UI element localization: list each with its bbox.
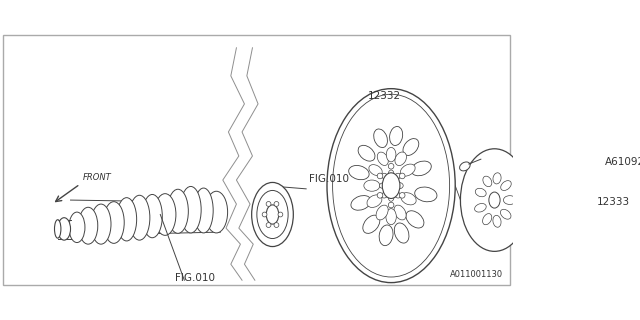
Ellipse shape [54, 220, 61, 238]
Circle shape [274, 202, 279, 206]
Ellipse shape [379, 225, 393, 246]
Ellipse shape [116, 198, 137, 241]
Circle shape [399, 173, 405, 179]
Circle shape [278, 212, 283, 217]
Ellipse shape [406, 211, 424, 228]
Ellipse shape [403, 139, 419, 156]
Ellipse shape [91, 204, 111, 244]
Ellipse shape [349, 165, 369, 180]
Ellipse shape [367, 195, 382, 207]
Ellipse shape [381, 173, 388, 180]
Ellipse shape [194, 188, 213, 233]
Circle shape [388, 202, 394, 208]
Ellipse shape [205, 191, 228, 233]
Circle shape [266, 223, 271, 228]
Circle shape [377, 193, 383, 198]
Text: A011001130: A011001130 [450, 270, 503, 279]
Ellipse shape [504, 196, 516, 204]
Ellipse shape [394, 205, 406, 220]
Ellipse shape [380, 183, 387, 188]
Ellipse shape [401, 193, 416, 205]
Ellipse shape [493, 215, 501, 227]
Ellipse shape [58, 218, 70, 240]
Circle shape [274, 223, 279, 228]
Text: 12332: 12332 [368, 92, 401, 101]
Circle shape [388, 164, 394, 169]
Ellipse shape [390, 126, 403, 146]
Ellipse shape [500, 209, 511, 219]
Ellipse shape [266, 205, 279, 224]
Ellipse shape [364, 180, 380, 191]
Circle shape [266, 202, 271, 206]
Ellipse shape [388, 193, 394, 201]
Ellipse shape [382, 173, 400, 198]
Ellipse shape [476, 188, 486, 197]
Ellipse shape [460, 162, 470, 171]
Ellipse shape [358, 145, 375, 161]
Ellipse shape [500, 180, 511, 190]
Text: FIG.010: FIG.010 [308, 174, 349, 184]
Ellipse shape [415, 187, 437, 202]
Ellipse shape [142, 195, 163, 238]
Ellipse shape [154, 194, 176, 235]
Ellipse shape [483, 176, 492, 187]
Ellipse shape [489, 192, 500, 208]
Ellipse shape [377, 152, 388, 165]
Ellipse shape [394, 191, 401, 198]
Ellipse shape [257, 190, 288, 238]
Ellipse shape [376, 205, 388, 220]
Ellipse shape [394, 173, 401, 180]
Text: FRONT: FRONT [83, 173, 111, 182]
Ellipse shape [79, 207, 98, 244]
Ellipse shape [475, 204, 486, 212]
Ellipse shape [104, 202, 124, 243]
Ellipse shape [411, 161, 431, 176]
Circle shape [377, 173, 383, 179]
Ellipse shape [387, 148, 396, 162]
Text: 12333: 12333 [597, 197, 630, 207]
Ellipse shape [363, 215, 380, 233]
Ellipse shape [69, 212, 85, 243]
Ellipse shape [351, 196, 371, 210]
Ellipse shape [168, 189, 188, 233]
Ellipse shape [374, 129, 387, 148]
Circle shape [399, 193, 405, 198]
Ellipse shape [327, 89, 455, 283]
Text: A61092: A61092 [605, 156, 640, 167]
Ellipse shape [460, 149, 529, 252]
Ellipse shape [493, 173, 501, 184]
Ellipse shape [388, 170, 394, 178]
Ellipse shape [394, 182, 403, 189]
Ellipse shape [180, 187, 201, 233]
Ellipse shape [369, 164, 382, 176]
Ellipse shape [483, 213, 492, 225]
Ellipse shape [386, 209, 396, 225]
Ellipse shape [395, 152, 406, 165]
Ellipse shape [381, 191, 388, 198]
Ellipse shape [401, 164, 415, 176]
Text: FIG.010: FIG.010 [175, 273, 214, 284]
Circle shape [262, 212, 267, 217]
Ellipse shape [252, 182, 293, 246]
Ellipse shape [394, 223, 409, 243]
Ellipse shape [333, 94, 450, 277]
Ellipse shape [129, 195, 150, 240]
